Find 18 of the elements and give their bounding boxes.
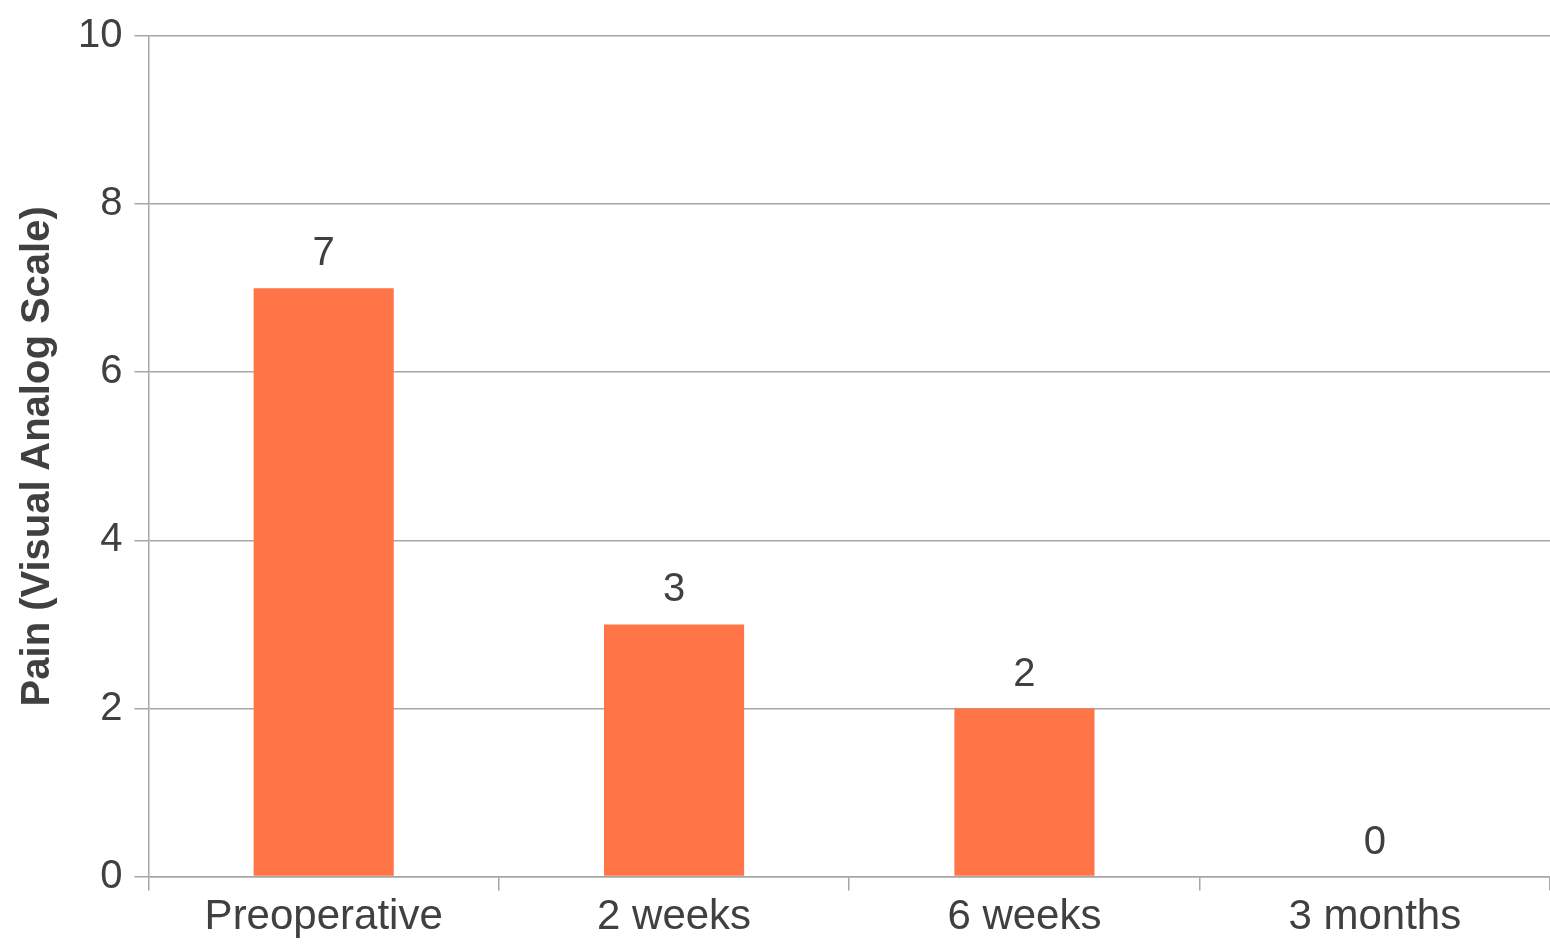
y-tick-label: 2	[100, 683, 123, 728]
bar	[603, 624, 745, 876]
data-label: 2	[1013, 649, 1036, 694]
bar	[253, 288, 394, 876]
data-label: 7	[312, 229, 335, 274]
x-tick-label: 6 weeks	[947, 891, 1102, 939]
bar	[954, 708, 1095, 876]
y-tick-label: 8	[100, 179, 123, 224]
data-label: 3	[662, 565, 686, 610]
data-label: 0	[1363, 817, 1386, 862]
y-tick-label: 6	[100, 347, 123, 392]
x-tick-label: Preoperative	[204, 891, 443, 939]
y-tick-label: 4	[100, 515, 123, 560]
y-tick-label: 0	[100, 851, 123, 896]
x-tick-label: 3 months	[1288, 891, 1462, 939]
x-tick-label: 2 weeks	[597, 891, 752, 939]
y-tick-label: 10	[77, 11, 123, 56]
y-axis-title: Pain (Visual Analog Scale)	[13, 206, 58, 707]
